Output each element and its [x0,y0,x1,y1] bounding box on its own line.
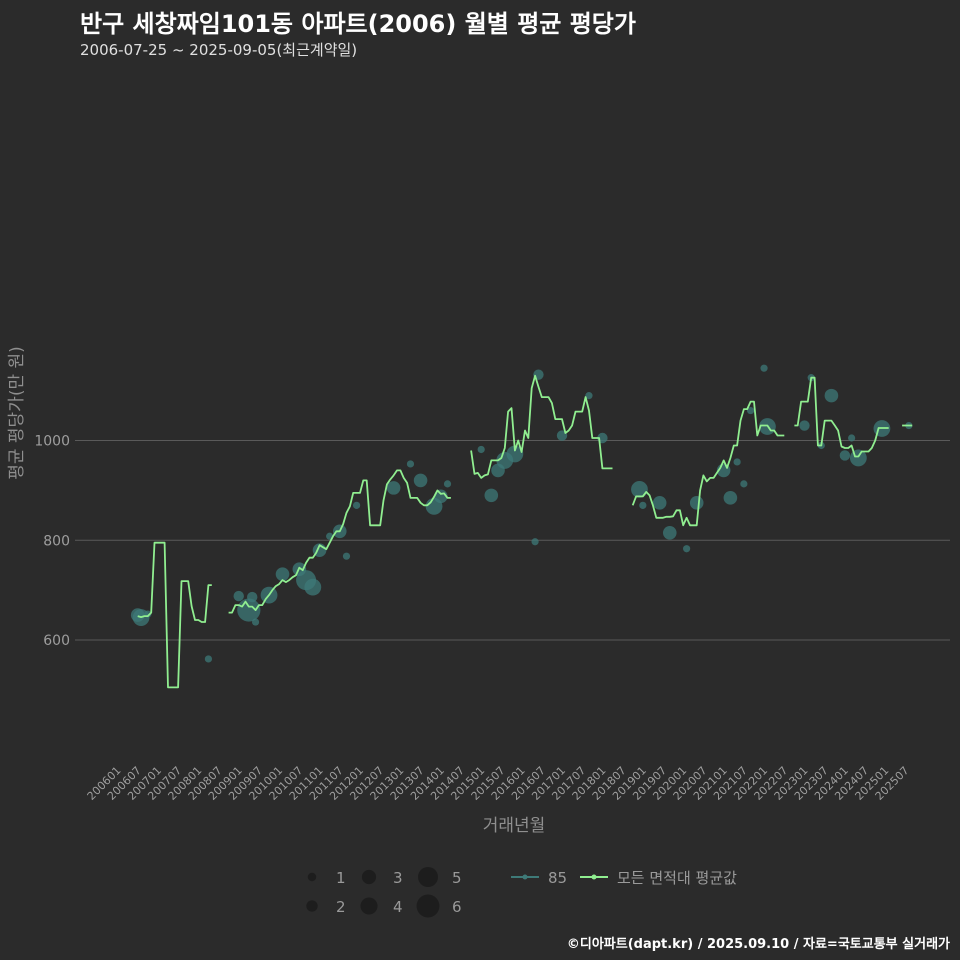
point-85-34 [631,480,648,498]
x-axis-title: 거래년월 [483,816,546,836]
point-85-25 [484,488,499,503]
point-85-32 [585,392,593,400]
point-85-19 [406,460,415,468]
avg-line-segment-0 [137,541,212,689]
point-85-28 [506,445,524,463]
point-85-24 [477,445,485,454]
point-85-7 [251,618,260,626]
point-85-43 [740,480,748,488]
legend-avg-label: 모든 면적대 평균값 [617,869,737,887]
point-85-42 [733,458,741,466]
legend-size-circle-1 [307,872,317,882]
point-85-39 [689,496,704,510]
y-axis-ticks: 600 800 1000 [34,434,70,650]
y-tick-label-600: 600 [43,633,70,649]
point-85-44 [746,406,755,415]
y-tick-label-1000: 1000 [34,434,70,450]
legend-size-circle-6 [416,894,440,918]
point-85-17 [352,501,361,509]
point-85-37 [662,525,677,540]
point-85-4 [233,590,244,602]
legend-size-circle-4 [360,897,378,915]
point-85-45 [760,364,768,372]
legend-85-marker [522,874,528,880]
avg-line-segment-1 [228,469,451,614]
legend-size-circle-2 [306,900,318,912]
legend: 1 2 3 4 5 6 85 모든 면적대 평균값 [306,867,737,918]
legend-size-label-5: 5 [452,869,462,887]
point-85-47 [799,420,810,431]
point-85-35 [639,501,647,509]
avg-line-segment-2 [470,374,613,479]
legend-size-label-1: 1 [336,869,346,887]
point-85-9 [275,567,290,581]
point-85-50 [824,388,839,403]
legend-avg-marker [591,874,597,880]
point-85-12 [304,578,322,596]
y-tick-label-800: 800 [43,533,70,549]
legend-size-label-3: 3 [393,869,403,887]
x-axis-ticks: 2006012006072007012007072008012008072009… [85,764,912,803]
legend-size-circle-3 [361,869,377,885]
legend-85-label: 85 [548,869,567,887]
data-points-85 [130,364,913,663]
legend-size-circle-5 [418,867,438,887]
legend-size-label-2: 2 [336,898,346,916]
source-caption: ©디아파트(dapt.kr) / 2025.09.10 / 자료=국토교통부 실… [566,937,950,952]
point-85-41 [723,491,738,505]
point-85-5 [237,598,261,622]
point-85-29 [531,538,539,546]
y-axis-title: 평균 평당가(만 원) [7,346,27,480]
point-85-51 [839,450,851,461]
average-line [137,374,913,689]
legend-size-label-6: 6 [452,898,462,916]
chart-title: 반구 세창짜임101동 아파트(2006) 월별 평균 평당가 [80,10,636,38]
point-85-36 [652,496,667,510]
point-85-52 [848,434,856,442]
point-85-15 [342,552,351,560]
avg-line-segment-4 [794,376,889,458]
point-85-23 [443,480,452,488]
point-85-18 [386,481,401,495]
chart-subtitle: 2006-07-25 ~ 2025-09-05(최근계약일) [80,41,358,59]
avg-line-segment-3 [631,400,785,527]
legend-size-label-4: 4 [393,898,403,916]
point-85-38 [683,545,691,553]
grid-lines [75,440,950,641]
point-85-3 [204,655,213,663]
point-85-20 [413,473,428,488]
point-85-6 [247,591,258,603]
